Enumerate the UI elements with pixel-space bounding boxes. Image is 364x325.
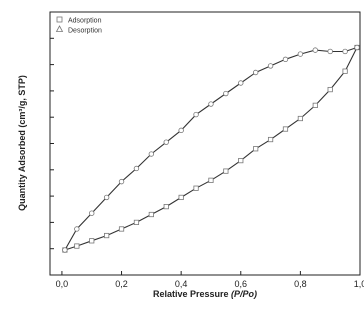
legend: Adsorption Desorption — [55, 16, 102, 35]
y-axis-ticks — [50, 37, 54, 250]
y-axis-title: Quantity Adsorbed (cm³/g, STP) — [17, 75, 27, 211]
x-axis-title-italic: (P/Po) — [231, 289, 257, 299]
data-point-desorption — [118, 178, 125, 185]
data-point-desorption — [282, 56, 289, 63]
data-point-desorption — [297, 51, 304, 57]
data-point-desorption — [103, 194, 110, 201]
x-tick-label: 0,4 — [175, 279, 188, 289]
data-point-adsorption — [148, 211, 154, 218]
data-point-adsorption — [178, 194, 184, 201]
data-point-adsorption — [163, 204, 169, 210]
legend-marker-adsorption — [56, 16, 63, 23]
data-point-adsorption — [267, 136, 274, 143]
x-tick-label: 0,2 — [115, 279, 128, 289]
data-point-desorption — [312, 47, 318, 53]
x-tick-label: 1,0 — [354, 279, 364, 289]
data-point-adsorption — [118, 226, 125, 232]
data-point-desorption — [62, 247, 68, 253]
data-point-adsorption — [193, 185, 199, 191]
series-line-desorption — [64, 46, 358, 251]
data-point-desorption — [252, 69, 259, 76]
data-point-desorption — [148, 151, 155, 157]
data-point-desorption — [74, 226, 80, 232]
data-point-adsorption — [297, 115, 303, 122]
data-point-adsorption — [253, 146, 259, 152]
data-point-adsorption — [208, 177, 214, 183]
data-point-desorption — [267, 63, 274, 69]
data-point-adsorption — [133, 219, 140, 225]
data-point-desorption — [342, 48, 348, 55]
legend-label-desorption: Desorption — [68, 28, 102, 35]
data-point-desorption — [238, 80, 244, 86]
data-point-desorption — [354, 44, 360, 51]
series-layer — [62, 44, 360, 253]
data-point-desorption — [89, 210, 95, 216]
data-point-adsorption — [238, 157, 244, 164]
legend-marker-desorption — [55, 25, 64, 32]
x-tick-label: 0,8 — [294, 279, 307, 289]
x-axis-title-main: Relative Pressure — [153, 289, 231, 299]
x-tick-label: 0,6 — [235, 279, 248, 289]
data-point-desorption — [208, 101, 214, 107]
data-point-desorption — [178, 127, 184, 134]
data-point-desorption — [133, 165, 140, 172]
data-point-adsorption — [89, 238, 95, 244]
legend-label-adsorption: Adsorption — [68, 18, 102, 25]
data-point-adsorption — [327, 86, 333, 93]
x-tick-label: 0,0 — [56, 279, 69, 289]
data-point-desorption — [327, 48, 333, 55]
data-point-adsorption — [74, 243, 80, 249]
data-point-adsorption — [104, 232, 110, 239]
data-point-adsorption — [223, 168, 229, 174]
data-point-adsorption — [342, 68, 348, 74]
data-point-adsorption — [312, 102, 318, 108]
data-point-adsorption — [282, 126, 289, 132]
data-point-desorption — [223, 90, 229, 97]
x-axis-title: Relative Pressure (P/Po) — [153, 289, 257, 299]
data-point-desorption — [163, 139, 169, 145]
data-point-desorption — [193, 111, 199, 118]
series-line-adsorption — [64, 47, 358, 251]
x-axis-ticks: 0,0 0,2 0,4 0,6 0,8 1,0 — [56, 271, 364, 289]
